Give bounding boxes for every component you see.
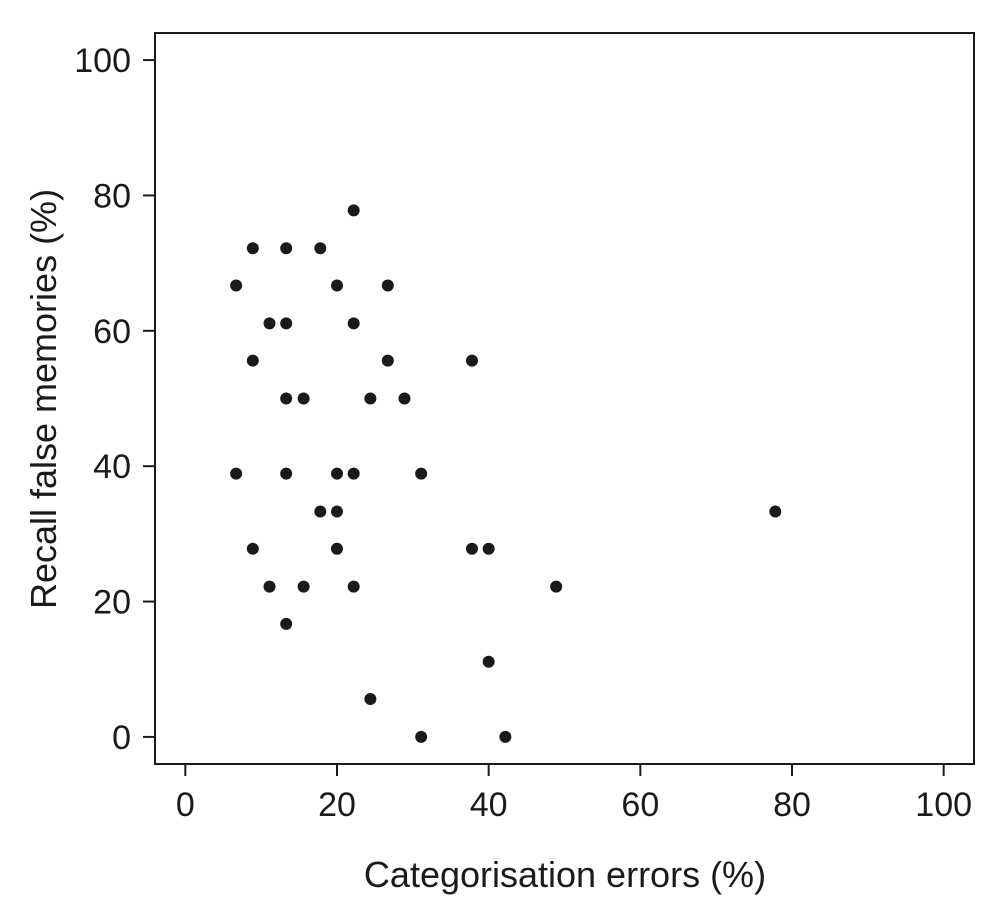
data-point: [482, 542, 495, 555]
x-tick-label: 60: [621, 786, 659, 824]
data-point: [331, 542, 343, 555]
data-point: [347, 204, 360, 217]
x-tick-label: 20: [318, 786, 356, 824]
y-tick-label: 60: [93, 313, 131, 351]
data-point: [280, 242, 293, 255]
data-point: [499, 730, 512, 743]
plot-frame: [154, 32, 975, 765]
data-point: [465, 354, 478, 367]
x-axis: 0 20 40 60 80 100: [176, 764, 972, 824]
data-point: [398, 392, 411, 405]
data-point: [415, 467, 428, 480]
data-point: [280, 392, 293, 405]
y-tick-label: 20: [93, 584, 131, 622]
data-point: [230, 279, 243, 292]
data-point: [415, 730, 428, 743]
data-point: [482, 655, 495, 668]
data-point: [465, 542, 478, 555]
x-axis-title: Categorisation errors (%): [364, 854, 766, 895]
data-point: [331, 279, 343, 292]
data-point: [280, 617, 293, 630]
data-point: [331, 505, 343, 518]
data-point: [246, 242, 259, 255]
data-point: [550, 580, 563, 593]
data-point: [280, 317, 293, 330]
y-axis-title: Recall false memories (%): [23, 189, 64, 609]
data-point: [347, 317, 360, 330]
data-point: [381, 354, 394, 367]
data-point: [381, 279, 394, 292]
y-axis: 0 20 40 60 80 100: [74, 42, 155, 757]
data-point: [246, 542, 259, 555]
y-tick-label: 0: [112, 719, 131, 757]
y-tick-label: 40: [93, 448, 131, 486]
x-tick-label: 40: [470, 786, 508, 824]
x-tick-label: 80: [773, 786, 811, 824]
data-point: [347, 580, 360, 593]
data-point: [263, 580, 276, 593]
data-point: [331, 467, 343, 480]
data-point: [347, 467, 360, 480]
y-tick-label: 100: [74, 42, 131, 80]
data-point: [230, 467, 243, 480]
data-point: [246, 354, 259, 367]
data-point: [263, 317, 276, 330]
x-tick-label: 100: [915, 786, 972, 824]
y-tick-label: 80: [93, 177, 131, 215]
data-point: [297, 580, 310, 593]
data-points: [230, 204, 782, 743]
data-point: [297, 392, 310, 405]
data-point: [280, 467, 293, 480]
data-point: [314, 505, 327, 518]
data-point: [364, 392, 377, 405]
data-point: [364, 693, 377, 706]
data-point: [314, 242, 327, 255]
data-point: [769, 505, 782, 518]
x-tick-label: 0: [176, 786, 195, 824]
